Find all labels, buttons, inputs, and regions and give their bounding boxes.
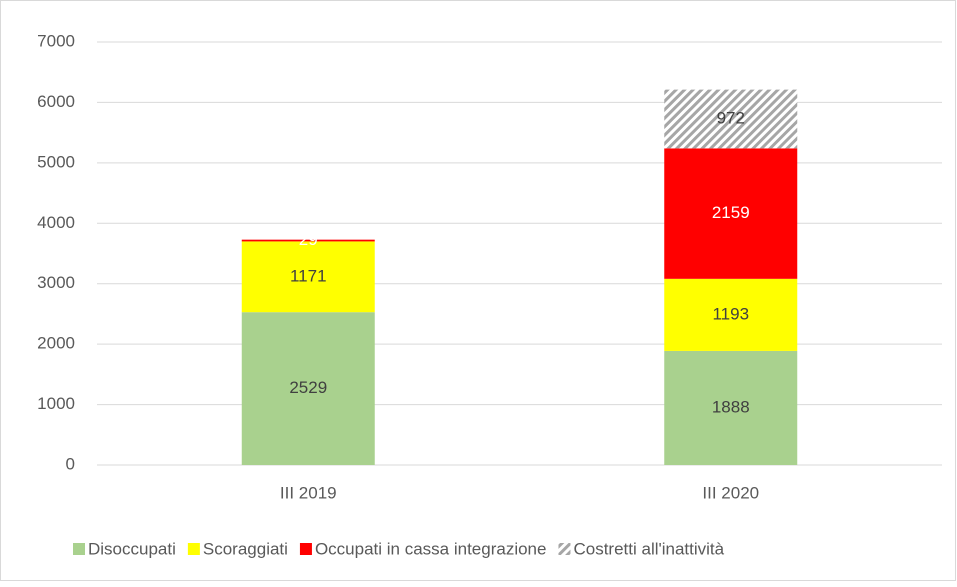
y-tick-label: 4000 xyxy=(37,213,75,232)
y-tick-label: 2000 xyxy=(37,334,75,353)
legend-swatch xyxy=(558,543,571,555)
legend-label: Costretti all'inattività xyxy=(573,539,724,558)
y-tick-label: 5000 xyxy=(37,152,75,171)
data-label: 1888 xyxy=(712,397,750,416)
x-tick-label: III 2020 xyxy=(702,483,759,502)
data-label: 1193 xyxy=(712,304,749,323)
legend-swatch xyxy=(187,543,200,555)
x-tick-label: III 2019 xyxy=(280,483,337,502)
legend-label: Occupati in cassa integrazione xyxy=(315,539,547,558)
data-label: 29 xyxy=(299,230,318,249)
bar-segment xyxy=(664,148,798,279)
y-tick-label: 7000 xyxy=(37,31,75,50)
bar-segment xyxy=(664,350,798,465)
legend-swatch xyxy=(299,543,312,555)
y-tick-label: 1000 xyxy=(37,394,75,413)
data-label: 972 xyxy=(717,108,745,127)
legend-swatch xyxy=(73,543,85,555)
bar-segment xyxy=(664,278,798,351)
bar-segment xyxy=(664,89,798,149)
legend-label: Scoraggiati xyxy=(203,539,288,558)
data-label: 2529 xyxy=(289,378,327,397)
data-label: 2159 xyxy=(712,203,750,222)
bar-segment xyxy=(241,239,375,242)
bar-segment xyxy=(241,241,375,313)
data-label: 1171 xyxy=(290,266,327,285)
y-tick-label: 3000 xyxy=(37,273,75,292)
y-tick-label: 0 xyxy=(66,454,75,473)
y-tick-label: 6000 xyxy=(37,92,75,111)
legend-label: Disoccupati xyxy=(88,539,176,558)
bar-segment xyxy=(241,312,375,465)
